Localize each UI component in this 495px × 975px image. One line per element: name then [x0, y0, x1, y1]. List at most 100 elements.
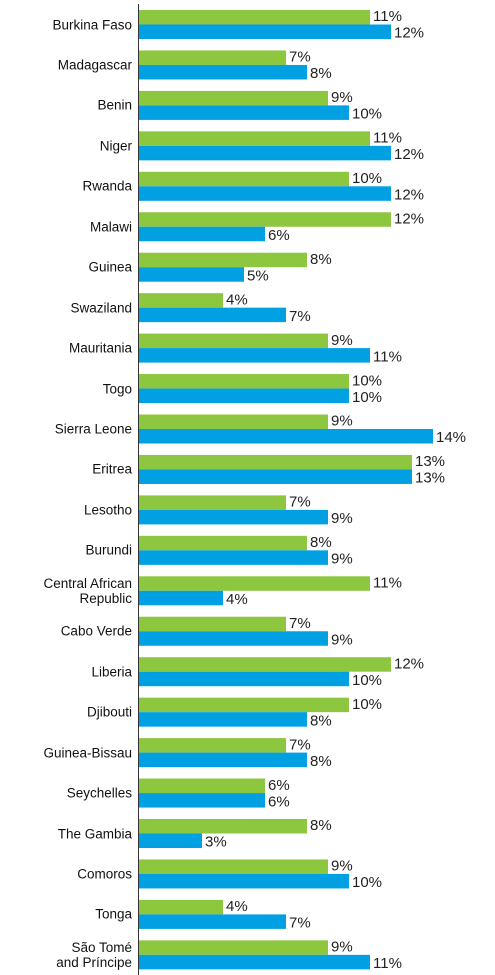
value-label: 10% — [352, 696, 382, 713]
bar — [139, 212, 391, 227]
bar — [139, 293, 223, 308]
value-label: 11% — [373, 955, 402, 972]
value-label: 7% — [289, 494, 311, 511]
value-label: 6% — [268, 777, 290, 794]
value-label: 9% — [331, 858, 353, 875]
value-label: 8% — [310, 712, 332, 729]
value-label: 7% — [289, 49, 311, 66]
bar — [139, 348, 370, 363]
bar — [139, 899, 223, 915]
category-label: Rwanda — [82, 178, 132, 194]
value-label: 6% — [268, 793, 290, 810]
bar — [139, 171, 349, 187]
value-label: 6% — [268, 227, 290, 244]
bar — [139, 252, 307, 268]
bar — [139, 819, 307, 834]
bar — [139, 267, 244, 282]
category-label: Comoros — [77, 866, 132, 882]
value-label: 9% — [331, 631, 353, 648]
value-label: 4% — [226, 898, 248, 915]
value-label: 12% — [394, 187, 424, 204]
bar — [139, 307, 286, 323]
category-label: Eritrea — [92, 461, 132, 477]
category-label: Madagascar — [57, 57, 132, 73]
category-label: Djibouti — [86, 704, 132, 720]
bar — [139, 90, 328, 106]
bar — [139, 226, 265, 242]
value-label: 7% — [289, 615, 311, 632]
category-label: Togo — [102, 381, 132, 397]
value-label: 13% — [415, 453, 445, 470]
value-label: 3% — [205, 834, 227, 851]
value-label: 10% — [352, 389, 382, 406]
category-label: Cabo Verde — [60, 623, 132, 639]
category-label: Tonga — [95, 906, 132, 922]
value-label: 10% — [352, 106, 382, 123]
bar — [139, 145, 391, 161]
category-label: Benin — [97, 97, 132, 113]
bar — [139, 833, 202, 848]
bar — [139, 509, 328, 525]
value-label: 9% — [331, 332, 353, 349]
value-label: 12% — [394, 25, 424, 42]
value-label: 12% — [394, 210, 424, 227]
category-label: Guinea-Bissau — [43, 745, 132, 761]
category-label: Burundi — [85, 542, 132, 558]
value-label: 9% — [331, 551, 353, 568]
value-label: 9% — [331, 89, 353, 106]
bar — [139, 131, 370, 146]
category-label: São Tomé and Príncipe — [56, 939, 132, 970]
bar — [139, 105, 349, 120]
bar — [139, 657, 391, 672]
category-label: Lesotho — [83, 502, 132, 518]
value-label: 10% — [352, 874, 382, 891]
value-label: 5% — [247, 267, 269, 284]
value-label: 11% — [373, 348, 402, 365]
bar — [139, 50, 286, 65]
category-label: Malawi — [89, 219, 132, 235]
value-label: 9% — [331, 413, 353, 430]
value-label: 8% — [310, 753, 332, 770]
value-label: 10% — [352, 372, 382, 389]
bar — [139, 914, 286, 929]
bar — [139, 186, 391, 201]
bar — [139, 414, 328, 429]
bar — [139, 671, 349, 687]
category-label: Mauritania — [68, 340, 132, 356]
bar — [139, 24, 391, 39]
value-label: 8% — [310, 251, 332, 268]
bar — [139, 873, 349, 889]
bar — [139, 333, 328, 349]
value-label: 11% — [373, 130, 402, 147]
value-label: 10% — [352, 672, 382, 689]
value-label: 7% — [289, 915, 311, 932]
category-label: Swaziland — [70, 300, 132, 316]
bar — [139, 793, 265, 808]
bar — [139, 590, 223, 606]
category-label: Guinea — [88, 259, 132, 275]
bar — [139, 859, 328, 874]
bar — [139, 469, 412, 484]
category-label: Central African Republic — [43, 575, 132, 606]
bar — [139, 454, 412, 470]
value-label: 8% — [310, 65, 332, 82]
bar — [139, 697, 349, 713]
value-label: 11% — [373, 575, 402, 592]
value-label: 7% — [289, 308, 311, 325]
bar — [139, 940, 328, 955]
bar — [139, 388, 349, 404]
value-label: 12% — [394, 655, 424, 672]
bar — [139, 616, 286, 632]
bar — [139, 550, 328, 565]
bar — [139, 752, 307, 768]
value-label: 10% — [352, 170, 382, 187]
value-label: 9% — [331, 939, 353, 956]
bar — [139, 535, 307, 551]
category-label: Niger — [99, 138, 132, 154]
bar — [139, 64, 307, 80]
bar — [139, 10, 370, 25]
value-label: 14% — [436, 429, 466, 446]
bar — [139, 712, 307, 727]
